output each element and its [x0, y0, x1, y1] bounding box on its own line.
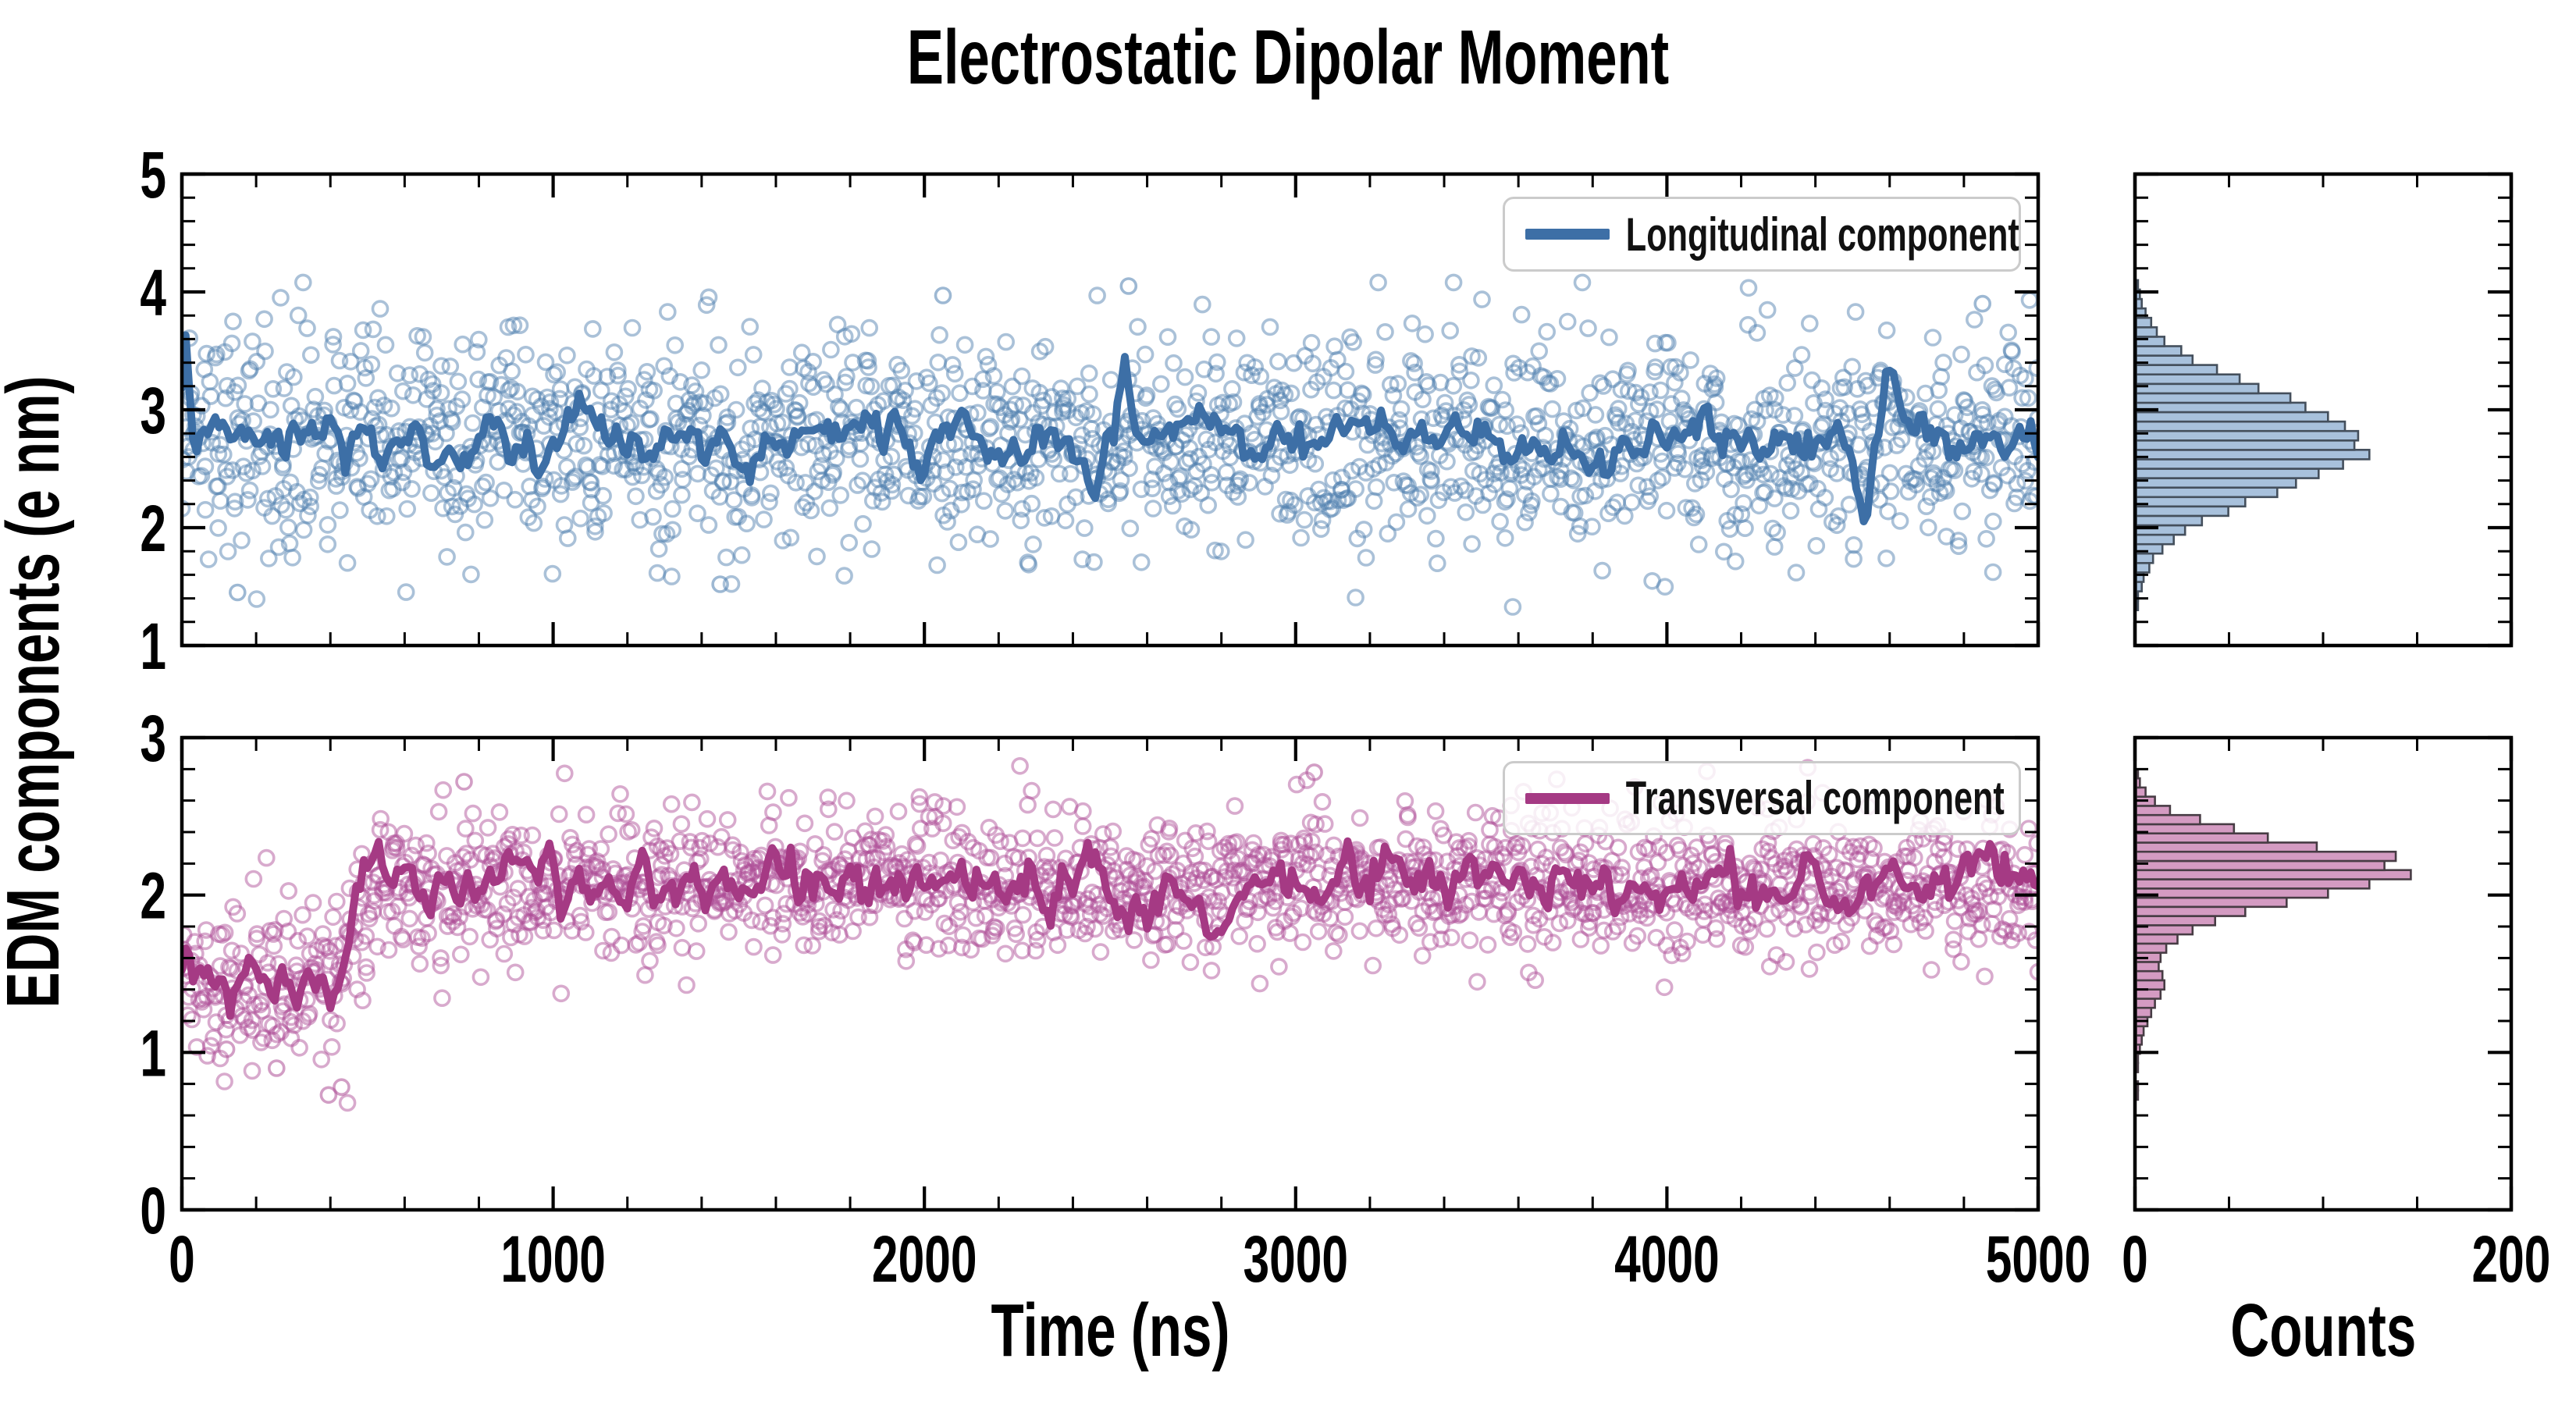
- hist-bar: [2135, 411, 2329, 423]
- hist-bar: [2135, 420, 2347, 432]
- hist-bar: [2135, 896, 2288, 909]
- hist-bar: [2135, 1006, 2153, 1019]
- ytick-label-top: 4: [140, 256, 166, 329]
- x-axis-label-time-text: Time (ns): [991, 1289, 1229, 1372]
- ytick-label-bottom: 0: [140, 1174, 166, 1247]
- axes-top-histogram: [2133, 172, 2514, 648]
- hist-bar: [2135, 477, 2297, 489]
- ytick-label-top: 1: [140, 610, 166, 683]
- hist-bar: [2135, 1034, 2143, 1046]
- hist-bar: [2135, 581, 2143, 592]
- xtick-label-counts: 0: [2122, 1222, 2148, 1296]
- x-axis-label-time: Time (ns): [182, 1289, 2038, 1372]
- line-longitudinal: [182, 331, 2038, 525]
- y-axis-label: EDM components (e nm): [0, 375, 75, 1008]
- x-axis-label-counts: Counts: [2135, 1289, 2511, 1372]
- hist-bar: [2135, 392, 2292, 404]
- hist-bar: [2135, 988, 2162, 1000]
- hist-bar: [2135, 786, 2147, 799]
- hist-bar: [2135, 533, 2176, 546]
- axes-bottom-histogram: [2133, 735, 2514, 1212]
- ytick-label-top: 2: [140, 492, 166, 565]
- hist-bar: [2135, 841, 2318, 853]
- hist-bar: [2135, 998, 2156, 1009]
- figure-title: Electrostatic Dipolar Moment: [0, 17, 2576, 98]
- hist-bar: [2135, 448, 2371, 461]
- hist-bar: [2135, 859, 2386, 872]
- hist-bar: [2135, 382, 2260, 395]
- ytick-label-top: 5: [140, 138, 166, 212]
- ytick-label-bottom: 3: [140, 702, 166, 775]
- hist-bar: [2135, 429, 2360, 442]
- line-transversal: [182, 837, 2038, 1020]
- hist-bar: [2135, 905, 2247, 917]
- xtick-label-time: 0: [169, 1222, 195, 1296]
- hist-bar: [2135, 439, 2356, 451]
- figure-title-text: Electrostatic Dipolar Moment: [906, 14, 1670, 100]
- scatter-longitudinal: [182, 273, 2038, 616]
- legend-label-longitudinal: Longitudinal component: [1625, 208, 2019, 261]
- legend-swatch-longitudinal: [1525, 229, 1610, 240]
- hist-bar: [2135, 468, 2320, 479]
- hist-bar: [2135, 933, 2179, 945]
- xtick-label-time: 4000: [1614, 1222, 1720, 1296]
- hist-bar: [2135, 969, 2164, 982]
- axes-bottom-panel: [180, 735, 2041, 1212]
- hist-bar: [2135, 823, 2236, 835]
- ytick-label-top: 3: [140, 374, 166, 447]
- legend-transversal: Transversal component: [1503, 761, 2021, 835]
- xtick-label-counts: 200: [2472, 1222, 2551, 1296]
- hist-bar: [2135, 878, 2371, 890]
- hist-bar: [2135, 345, 2183, 357]
- xtick-label-time: 1000: [500, 1222, 606, 1296]
- hist-bar: [2135, 887, 2329, 899]
- legend-swatch-transversal: [1525, 792, 1610, 804]
- hist-bar: [2135, 297, 2143, 310]
- hist-bar: [2135, 514, 2204, 527]
- x-axis-label-counts-text: Counts: [2229, 1289, 2417, 1372]
- hist-bar: [2135, 552, 2154, 564]
- hist-bar: [2135, 496, 2247, 508]
- hist-bar: [2135, 832, 2269, 844]
- hist-bar: [2135, 373, 2241, 386]
- xtick-label-time: 3000: [1244, 1222, 1349, 1296]
- hist-bar: [2135, 979, 2166, 991]
- hist-bar: [2135, 325, 2158, 338]
- hist-bar: [2135, 364, 2218, 376]
- xtick-label-time: 5000: [1986, 1222, 2091, 1296]
- hist-bar: [2135, 486, 2279, 499]
- hist-bar: [2135, 1025, 2145, 1037]
- hist-bar: [2135, 915, 2216, 927]
- histogram-transversal: [2135, 767, 2412, 1101]
- ytick-label-bottom: 1: [140, 1017, 166, 1090]
- hist-bar: [2135, 869, 2412, 880]
- hist-bar: [2135, 458, 2344, 470]
- hist-bar: [2135, 850, 2397, 863]
- hist-bar: [2135, 505, 2229, 518]
- axes-top-panel: [180, 172, 2041, 648]
- hist-bar: [2135, 316, 2153, 329]
- ytick-label-bottom: 2: [140, 859, 166, 933]
- hist-bar: [2135, 805, 2172, 816]
- legend-longitudinal: Longitudinal component: [1503, 197, 2021, 272]
- xtick-label-time: 2000: [872, 1222, 977, 1296]
- hist-bar: [2135, 942, 2168, 954]
- legend-label-transversal: Transversal component: [1625, 772, 2005, 824]
- hist-bar: [2135, 961, 2160, 973]
- hist-bar: [2135, 813, 2201, 826]
- hist-bar: [2135, 561, 2151, 574]
- histogram-longitudinal: [2135, 279, 2371, 611]
- hist-bar: [2135, 401, 2307, 414]
